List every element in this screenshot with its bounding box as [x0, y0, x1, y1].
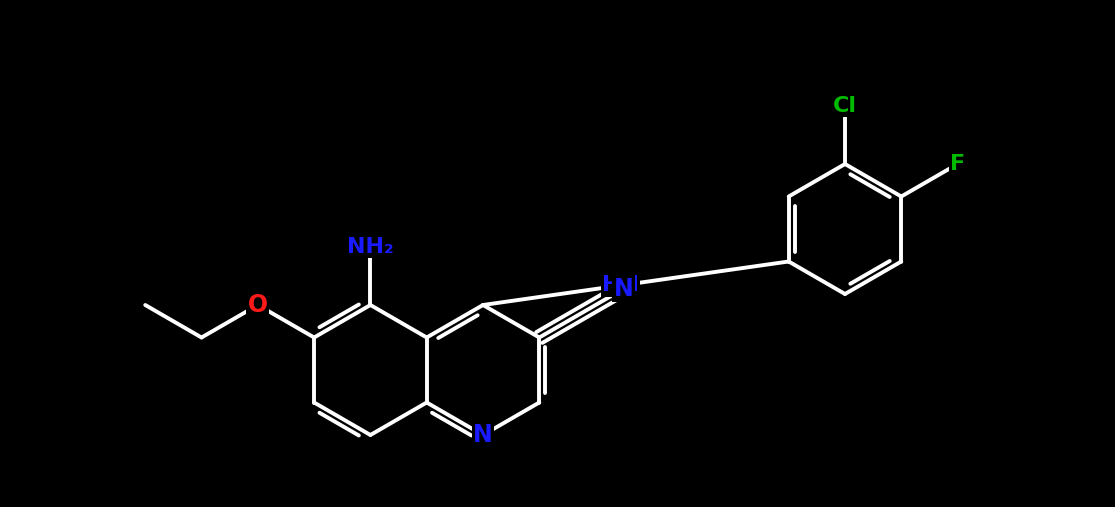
- Text: F: F: [950, 154, 966, 174]
- Text: NH₂: NH₂: [347, 236, 394, 257]
- Text: Cl: Cl: [833, 95, 857, 116]
- Text: N: N: [614, 277, 633, 301]
- Text: N: N: [473, 423, 493, 447]
- Text: O: O: [248, 293, 268, 317]
- Text: HN: HN: [602, 275, 639, 296]
